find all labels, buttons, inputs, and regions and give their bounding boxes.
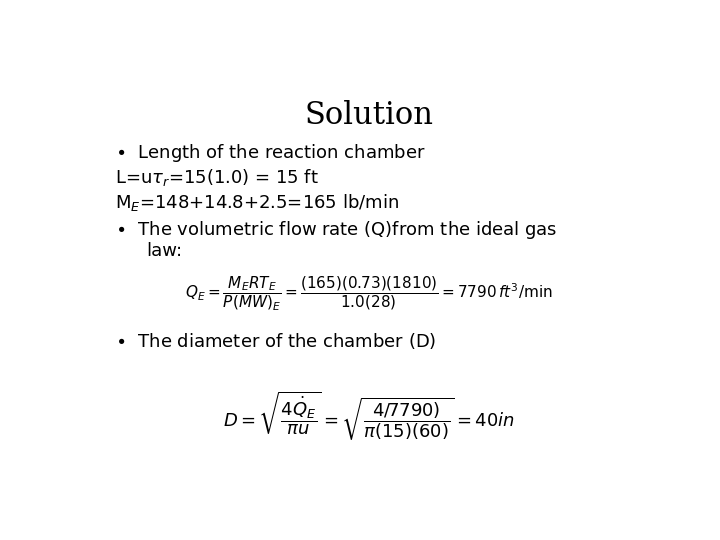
Text: $\bullet$  Length of the reaction chamber: $\bullet$ Length of the reaction chamber (115, 141, 426, 164)
Text: M$_E$=148+14.8+2.5=165 lb/min: M$_E$=148+14.8+2.5=165 lb/min (115, 192, 399, 213)
Text: $\bullet$  The volumetric flow rate (Q)from the ideal gas: $\bullet$ The volumetric flow rate (Q)fr… (115, 219, 557, 241)
Text: Solution: Solution (305, 100, 433, 131)
Text: $Q_E = \dfrac{M_E RT_E}{P(MW)_E} = \dfrac{(165)(0.73)(1810)}{1.0(28)} = 7790\,ft: $Q_E = \dfrac{M_E RT_E}{P(MW)_E} = \dfra… (185, 275, 553, 313)
Text: law:: law: (145, 241, 182, 260)
Text: L=u$\tau_r$=15(1.0) = 15 ft: L=u$\tau_r$=15(1.0) = 15 ft (115, 167, 319, 188)
Text: $D = \sqrt{\dfrac{4\dot{Q}_E}{\pi u}} = \sqrt{\dfrac{4/7790)}{\pi(15)(60)}} = 40: $D = \sqrt{\dfrac{4\dot{Q}_E}{\pi u}} = … (223, 389, 515, 442)
Text: $\bullet$  The diameter of the chamber (D): $\bullet$ The diameter of the chamber (D… (115, 331, 436, 351)
